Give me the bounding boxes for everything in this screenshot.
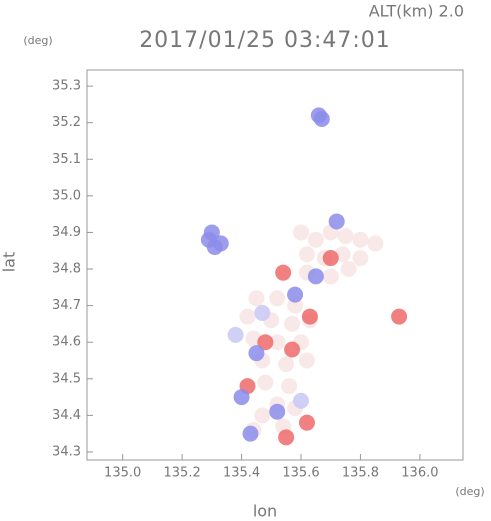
echo-point <box>248 345 265 362</box>
y-tick-label: 35.0 <box>52 188 81 203</box>
echo-point <box>284 341 301 358</box>
echo-point <box>352 231 369 248</box>
x-tick-label: 136.0 <box>401 466 438 481</box>
echo-point <box>287 297 304 314</box>
y-tick-label: 34.6 <box>52 335 81 350</box>
x-tick-label: 135.0 <box>104 466 141 481</box>
echo-point <box>328 213 345 230</box>
echo-point <box>257 374 274 391</box>
echo-point <box>307 268 324 285</box>
echo-point <box>248 290 265 307</box>
y-tick-label: 35.3 <box>52 79 81 94</box>
echo-point <box>239 308 256 325</box>
x-unit: (deg) <box>455 485 484 498</box>
echo-point <box>281 378 298 395</box>
echo-point <box>203 224 220 241</box>
echo-point <box>212 235 229 252</box>
y-axis-label: lat <box>0 252 19 273</box>
echo-point <box>322 268 339 285</box>
echo-point <box>298 414 315 431</box>
echo-point <box>242 425 259 442</box>
y-unit: (deg) <box>23 34 52 47</box>
y-tick-label: 35.1 <box>52 152 81 167</box>
x-tick-label: 135.8 <box>342 466 379 481</box>
echo-point <box>278 429 295 446</box>
plot-frame <box>86 69 464 461</box>
x-tick-label: 135.4 <box>223 466 260 481</box>
echo-point <box>254 407 271 424</box>
echo-point <box>227 326 244 343</box>
echo-point <box>269 403 286 420</box>
echo-point <box>254 304 271 321</box>
echo-point <box>269 290 286 307</box>
echo-point <box>391 308 408 325</box>
chart-title: 2017/01/25 03:47:01 <box>139 28 391 53</box>
echo-point <box>313 111 330 128</box>
echo-point <box>293 392 310 409</box>
echo-point <box>307 231 324 248</box>
echo-point <box>293 224 310 241</box>
y-tick-label: 34.9 <box>52 225 81 240</box>
echo-point <box>287 286 304 303</box>
echo-point <box>269 334 286 351</box>
echo-point <box>233 389 250 406</box>
altitude-label: ALT(km) 2.0 <box>369 2 464 21</box>
echo-point <box>352 250 369 267</box>
x-tick-label: 135.2 <box>164 466 201 481</box>
y-tick-label: 34.5 <box>52 371 81 386</box>
echo-point <box>298 352 315 369</box>
echo-point <box>298 246 315 263</box>
echo-point <box>275 264 292 281</box>
echo-point <box>322 250 339 267</box>
echo-point <box>301 308 318 325</box>
y-tick-label: 34.3 <box>52 444 81 459</box>
y-tick-label: 34.8 <box>52 262 81 277</box>
y-tick-label: 34.7 <box>52 298 81 313</box>
y-tick-label: 34.4 <box>52 408 81 423</box>
echo-point <box>257 334 274 351</box>
x-tick-label: 135.6 <box>282 466 319 481</box>
echo-point <box>278 356 295 373</box>
y-tick-label: 35.2 <box>52 115 81 130</box>
x-axis-label: lon <box>253 502 277 521</box>
echo-point <box>340 261 357 278</box>
echo-point <box>284 315 301 332</box>
echo-point <box>367 235 384 252</box>
echo-point <box>337 228 354 245</box>
